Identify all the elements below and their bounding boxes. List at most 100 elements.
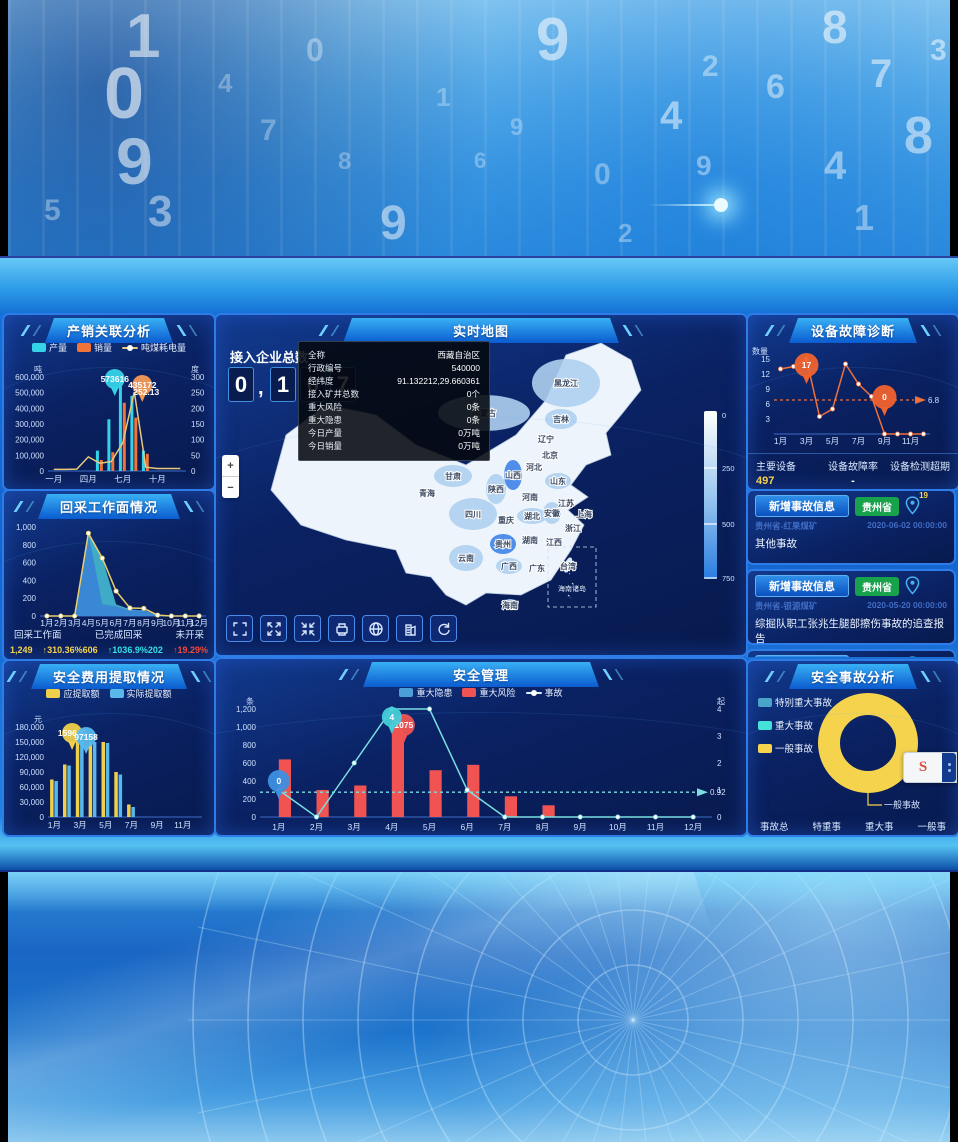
collapse-icon[interactable] — [294, 615, 321, 642]
svg-text:200: 200 — [23, 594, 37, 603]
province-label: 北京 — [542, 450, 558, 460]
province-label: 上海 — [576, 509, 592, 519]
fullscreen-icon[interactable] — [226, 615, 253, 642]
svg-text:8月: 8月 — [137, 618, 150, 628]
svg-text:0: 0 — [717, 813, 722, 822]
tooltip-row: 今日销量 0万吨 — [308, 441, 480, 451]
map-zoom-control: + − — [222, 455, 239, 498]
region-badge: 贵州省 — [855, 656, 899, 657]
legend[interactable]: 应提取额 实际提取额 — [4, 687, 214, 700]
province-label: 江西 — [546, 537, 562, 547]
svg-text:4月: 4月 — [82, 618, 95, 628]
province-label: 青海 — [419, 488, 435, 498]
svg-text:一般事故: 一般事故 — [884, 799, 920, 810]
new-accident-button[interactable]: 新增事故信息 — [755, 495, 849, 517]
floating-widget[interactable]: S — [903, 752, 957, 783]
stat-label: 未开采 — [175, 630, 204, 641]
zoom-in-button[interactable]: + — [227, 459, 234, 472]
svg-text:1: 1 — [717, 786, 722, 795]
svg-text:5月: 5月 — [423, 822, 436, 832]
panel-equipment-diagnosis: 设备故障诊断 3 6 9 12 15 数量 1月 3月 5月 7月 9月 11月 6.8 17 0 主要设备… — [746, 313, 958, 491]
legend-item[interactable]: 一般事故 — [758, 741, 832, 755]
equipment-stats: 主要设备 497 设备故障率 - 设备检测超期 — [748, 453, 958, 487]
refresh-icon[interactable] — [430, 615, 457, 642]
equipment-chart[interactable]: 3 6 9 12 15 数量 1月 3月 5月 7月 9月 11月 6.8 17 0 — [752, 343, 954, 452]
svg-text:9月: 9月 — [151, 618, 164, 628]
globe-icon[interactable] — [362, 615, 389, 642]
legend-item[interactable]: 销量 — [76, 341, 112, 354]
panel-safety-management: 安全管理 重大隐患 重大风险 事故 0 200 400 600 800 1,000 1,200 0… — [214, 657, 748, 837]
svg-text:3月: 3月 — [68, 618, 81, 628]
svg-text:10月: 10月 — [609, 822, 627, 832]
accident-card[interactable]: 新增事故信息 贵州省 19 贵州省-红果煤矿 2020-06-02 00:00:… — [746, 489, 956, 565]
production-chart[interactable]: 0 100,000 200,000 300,000 400,000 500,000 600,… — [6, 359, 212, 489]
svg-text:0: 0 — [722, 411, 726, 420]
legend-item[interactable]: 重大风险 — [462, 686, 516, 699]
bg-digit: 9 — [116, 124, 153, 198]
print-icon[interactable] — [328, 615, 355, 642]
bg-digit: 0 — [594, 158, 611, 191]
header-deco — [764, 671, 786, 682]
legend-item[interactable]: 事故 — [525, 686, 563, 699]
bg-digit: 3 — [148, 187, 173, 236]
accident-card[interactable]: 新增事故信息 贵州省 贵州省-银源煤矿 2020-05-20 00:00:00 … — [746, 569, 956, 645]
bg-digit: 0 — [306, 32, 324, 68]
location-pin-icon[interactable] — [905, 656, 921, 657]
svg-text:1,000: 1,000 — [236, 723, 257, 732]
svg-text:180,000: 180,000 — [15, 723, 44, 732]
province-label: 河南 — [522, 492, 538, 502]
svg-text:800: 800 — [23, 541, 37, 550]
svg-text:500: 500 — [722, 520, 735, 529]
province-label: 台湾 — [560, 561, 576, 571]
header-deco — [920, 325, 942, 336]
legend-item[interactable]: 特别重大事故 — [758, 695, 832, 709]
bg-digit: 2 — [702, 50, 719, 83]
legend[interactable]: 产量 销量 吨煤耗电量 — [4, 341, 214, 354]
zoom-out-button[interactable]: − — [222, 476, 239, 498]
new-accident-button[interactable]: 新增事故信息 — [755, 575, 849, 597]
province-label: 吉林 — [553, 414, 569, 424]
stat-label: 特重事 — [812, 822, 841, 833]
location-pin-icon[interactable]: 19 — [905, 491, 928, 516]
bg-digit: 8 — [904, 107, 933, 165]
region-badge: 贵州省 — [855, 496, 899, 516]
accident-donut-chart[interactable]: 一般事故 — [748, 687, 958, 817]
mining-chart[interactable]: 0 200 400 600 800 1,000 1月 2月 3月 4月 5月 6月 7月 8月 9月 10月 1… — [6, 517, 212, 634]
header-deco — [183, 501, 205, 512]
svg-text:6月: 6月 — [109, 618, 122, 628]
legend-item[interactable]: 实际提取额 — [109, 687, 172, 700]
safety-management-chart[interactable]: 0 200 400 600 800 1,000 1,200 0 1 2 3 4 条 起 1月 2月 3月 4月 5月… — [218, 693, 742, 835]
location-pin-icon[interactable] — [905, 576, 921, 596]
legend-item[interactable]: 重大隐患 — [399, 686, 452, 699]
header-deco — [622, 325, 644, 336]
safety-fee-chart[interactable]: 0 30,000 60,000 90,000 120,000 150,000 180,000… — [6, 707, 212, 835]
panel-title: 安全事故分析 — [789, 664, 917, 689]
legend[interactable]: 特别重大事故 重大事故一般事故 — [758, 695, 832, 755]
svg-text:3月: 3月 — [348, 822, 361, 832]
new-accident-button[interactable]: 新增事故信息 — [755, 655, 849, 657]
accident-card[interactable]: 新增事故信息 贵州省 — [746, 649, 956, 657]
legend-item[interactable]: 产量 — [31, 341, 67, 354]
svg-text:0: 0 — [32, 612, 37, 621]
bg-digit: 6 — [766, 68, 785, 106]
expand-icon[interactable] — [260, 615, 287, 642]
province-label: 陕西 — [488, 484, 504, 494]
svg-text:6: 6 — [766, 400, 771, 409]
legend-item[interactable]: 应提取额 — [46, 687, 100, 700]
panel-production-sales: 产销关联分析 产量 销量 吨煤耗电量 0 100,000 200,000 300,000 4… — [2, 313, 216, 491]
widget-grip-icon[interactable] — [942, 753, 956, 782]
bg-digit: 1 — [126, 2, 161, 71]
svg-text:12: 12 — [761, 370, 770, 379]
province-label: 河北 — [526, 462, 542, 472]
panel-title: 产销关联分析 — [45, 318, 173, 343]
legend-item[interactable]: 吨煤耗电量 — [122, 341, 186, 354]
building-icon[interactable] — [396, 615, 423, 642]
province-label: 安徽 — [544, 508, 561, 518]
region-badge: 贵州省 — [855, 576, 899, 596]
legend-item[interactable]: 重大事故 — [758, 718, 832, 732]
accident-desc: 综掘队职工张兆生腿部擦伤事故的追查报告 — [755, 618, 944, 645]
svg-text:5月: 5月 — [826, 436, 839, 446]
stat-label: 回采工作面 — [14, 630, 62, 641]
legend[interactable]: 重大隐患 重大风险 事故 — [216, 686, 746, 699]
panel-title: 安全管理 — [363, 662, 599, 687]
